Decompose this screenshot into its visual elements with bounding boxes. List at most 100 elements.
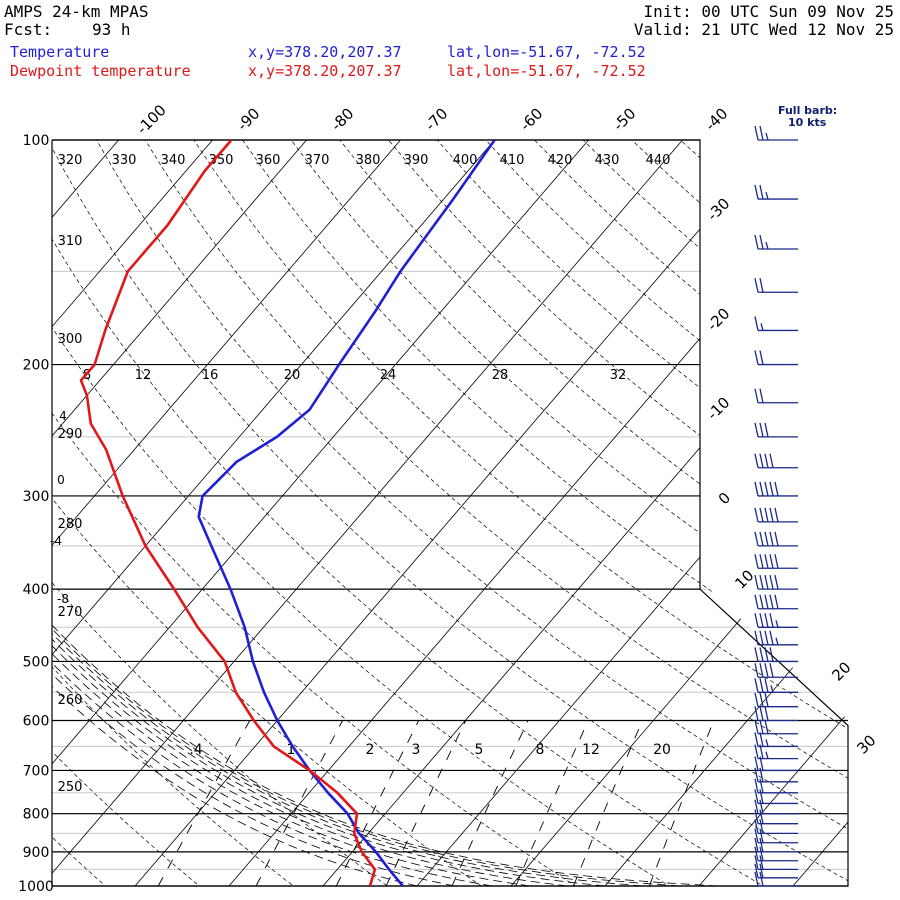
wind-barb-flag: [759, 732, 764, 747]
wind-barb-half: [765, 241, 769, 250]
isotherm-line: [228, 140, 848, 886]
dry-adiabat-line: [52, 140, 601, 886]
mixing-ratio-label: 8: [536, 742, 545, 758]
wind-barb-flag: [764, 575, 769, 590]
moist-adiabat-line: [52, 140, 418, 886]
isotherm-label: -50: [609, 104, 639, 134]
wind-barb-flag: [759, 744, 764, 759]
wind-barb-flag: [774, 531, 779, 547]
wind-barb-flag: [764, 663, 769, 678]
wind-barb-flag: [759, 481, 764, 497]
forecast-label: Fcst:: [4, 20, 53, 39]
isotherm-line: [134, 140, 777, 886]
wind-barb-flag: [764, 554, 769, 569]
wind-barb-flag: [759, 678, 764, 693]
wind-barb-flag: [759, 799, 764, 814]
isotherm-line: [52, 140, 401, 886]
wind-barb-half: [760, 323, 764, 331]
theta-label: 310: [58, 234, 83, 249]
wind-barb-half: [765, 132, 769, 141]
isotherm-line: [52, 140, 589, 886]
pressure-label-600: 600: [23, 714, 50, 730]
barb-note-line1: Full barb:: [778, 104, 837, 117]
dry-adiabat-line: [0, 140, 28, 900]
side-temp-label: -8: [57, 592, 69, 606]
dry-adiabat-line: [582, 140, 848, 886]
wind-barb-flag: [759, 663, 764, 678]
barb-note-line2: 10 kts: [788, 116, 827, 129]
mixing-ratio-label: 3: [412, 742, 421, 758]
legend-dewpoint-latlon: lat,lon=-51.67, -72.52: [447, 62, 646, 80]
wind-barb-flag: [754, 630, 759, 645]
wind-barb: [754, 613, 798, 628]
wind-barb: [754, 594, 798, 610]
wind-barb: [754, 799, 798, 815]
wind-barb-flag: [774, 575, 779, 590]
wind-barb-flag: [774, 507, 779, 523]
pressure-label-400: 400: [23, 582, 50, 598]
isotherm-label: -60: [516, 104, 546, 134]
pressure-label-100: 100: [23, 133, 50, 149]
isotherm-line: [887, 140, 900, 886]
mixing-ratio-label: 20: [653, 742, 671, 758]
dry-adiabat-line: [52, 140, 315, 886]
dry-adiabat-line: [388, 140, 848, 886]
wind-barb-flag: [754, 125, 759, 141]
thetae-label: 12: [135, 368, 152, 383]
theta-label: 300: [58, 332, 83, 347]
wind-barb-flag: [764, 630, 769, 645]
mixing-ratio-line: [515, 720, 589, 886]
wind-barb: [754, 855, 798, 871]
dry-adiabat-line: [52, 140, 410, 886]
wind-barb-flag: [769, 663, 774, 678]
wind-barb: [754, 732, 798, 748]
wind-barb-flag: [764, 706, 769, 721]
wind-barb: [754, 531, 798, 547]
wind-barb-flag: [759, 350, 764, 365]
isotherm-label: -80: [327, 104, 357, 134]
wind-barb-flag: [759, 855, 764, 870]
wind-barb-flag: [759, 234, 764, 250]
dry-adiabat-line: [52, 140, 696, 886]
wind-barb-flag: [754, 678, 759, 693]
theta-label: 280: [58, 517, 83, 532]
isotherm-label: 0: [715, 489, 734, 508]
wind-barb-flag: [754, 350, 759, 365]
wind-barb-flag: [769, 594, 774, 609]
wind-barb: [754, 863, 798, 879]
wind-barb: [754, 719, 798, 735]
wind-barbs: [754, 125, 798, 887]
wind-barb-flag: [759, 125, 764, 141]
wind-barb: [754, 422, 798, 438]
wind-barb: [754, 819, 798, 834]
dry-adiabat-line: [339, 140, 848, 886]
isotherm-line: [322, 140, 848, 886]
isotherm-line: [604, 140, 848, 886]
pressure-label-1000: 1000: [18, 879, 54, 895]
wind-barb-flag: [754, 531, 759, 547]
isotherm-line: [52, 140, 213, 886]
thetae-label: 16: [202, 368, 219, 383]
wind-barb-flag: [764, 692, 769, 707]
wind-barb-flag: [769, 647, 774, 662]
wind-barb: [754, 678, 798, 693]
mixing-ratio-label: 1: [287, 742, 296, 758]
wind-barb-flag: [754, 453, 759, 468]
wind-barb: [754, 767, 798, 783]
dewpoint-profile-line: [79, 140, 377, 886]
wind-barb: [754, 575, 798, 590]
mixing-ratio-line: [572, 720, 643, 886]
wind-barb-flag: [759, 846, 764, 861]
mixing-ratio-line: [255, 720, 343, 886]
theta-label: 390: [404, 153, 429, 168]
wind-barb-flag: [759, 837, 764, 853]
theta-label: 410: [500, 153, 525, 168]
wind-barb-flag: [754, 767, 759, 782]
moist-adiabat-line: [52, 140, 493, 886]
wind-barb-half: [775, 637, 779, 645]
chart-border: [51, 139, 849, 887]
wind-barb-flag: [759, 630, 764, 645]
wind-barb-flag: [754, 863, 759, 878]
